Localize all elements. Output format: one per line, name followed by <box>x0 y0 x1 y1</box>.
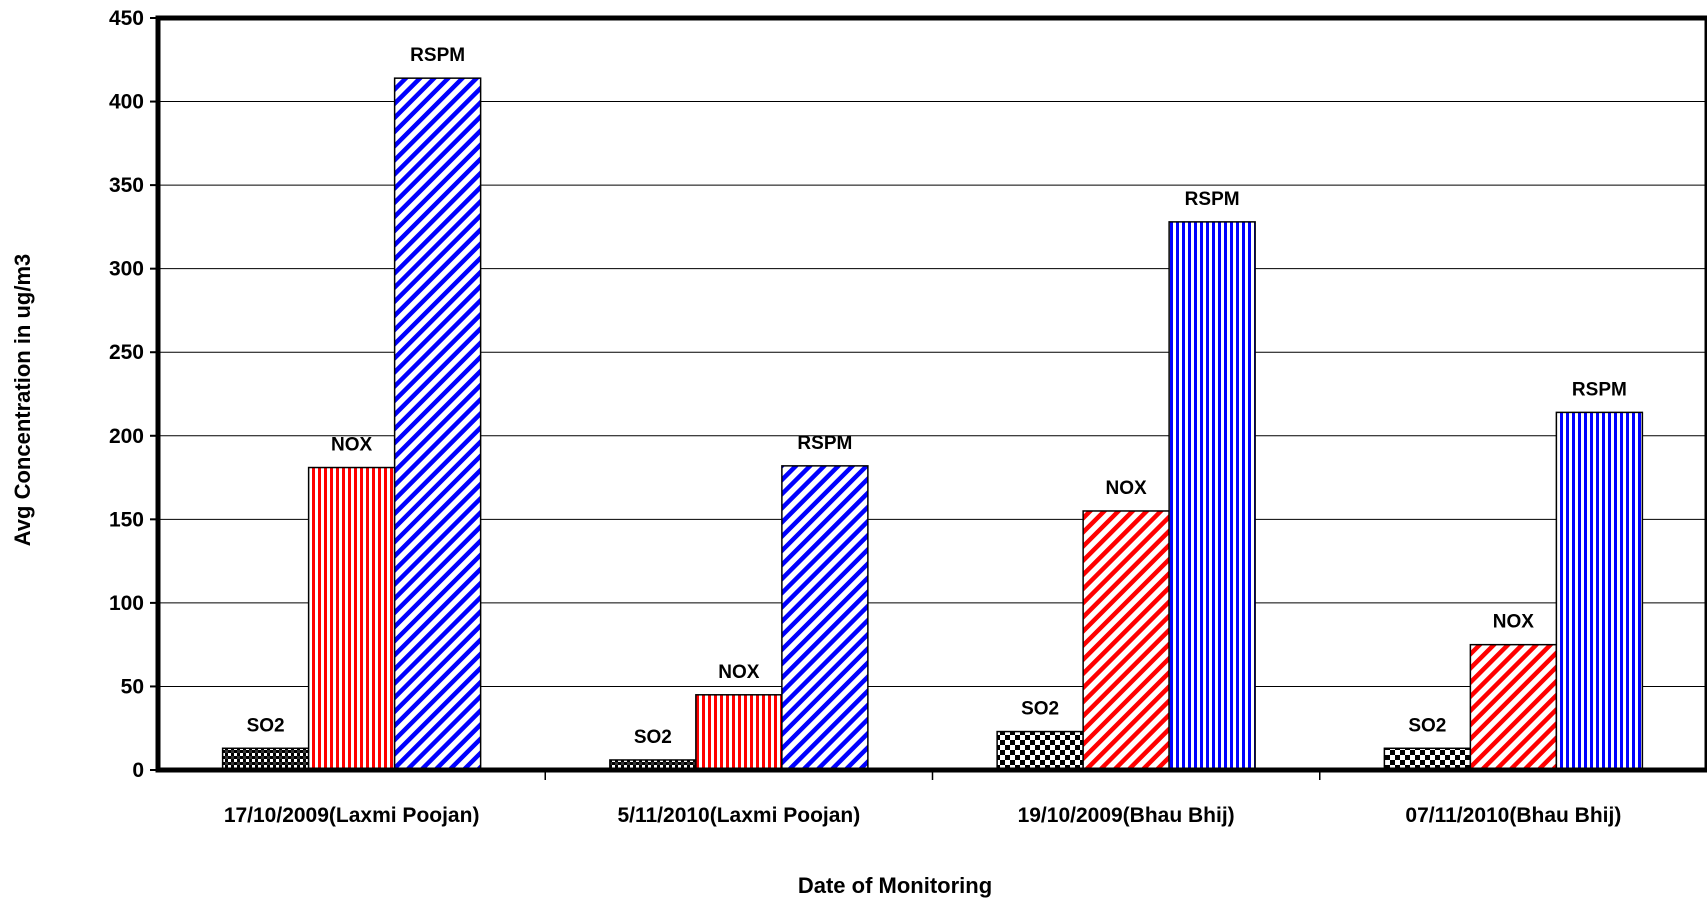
x-axis-categories: 17/10/2009(Laxmi Poojan) 5/11/2010(Laxmi … <box>224 770 1621 827</box>
y-tick-label: 0 <box>132 759 144 782</box>
bar-so2-4 <box>1383 747 1472 771</box>
y-axis-ticks: 0 50 100 150 200 250 300 350 400 450 <box>109 7 158 782</box>
bar-label-nox: NOX <box>718 662 760 683</box>
bar-label-rspm: RSPM <box>1185 189 1240 210</box>
y-tick-label: 300 <box>109 258 144 281</box>
bar-label-nox: NOX <box>1493 612 1535 633</box>
x-category-label: 17/10/2009(Laxmi Poojan) <box>224 804 480 827</box>
y-tick-label: 350 <box>109 174 144 197</box>
y-tick-label: 250 <box>109 341 144 364</box>
x-category-label: 07/11/2010(Bhau Bhij) <box>1405 804 1621 827</box>
y-tick-label: 450 <box>109 7 144 30</box>
bar-rspm-3 <box>1168 221 1256 771</box>
bar-nox-2 <box>695 694 783 771</box>
x-axis-title: Date of Monitoring <box>798 873 992 898</box>
bar-label-nox: NOX <box>1106 478 1148 499</box>
y-tick-label: 100 <box>109 592 144 615</box>
bar-nox-4 <box>1469 643 1558 771</box>
y-tick-label: 150 <box>109 508 144 531</box>
bar-label-rspm: RSPM <box>410 45 465 66</box>
bar-nox-3 <box>1082 510 1170 771</box>
bar-label-so2: SO2 <box>247 715 285 736</box>
bars <box>221 77 1644 771</box>
y-axis-title: Avg Concentration in ug/m3 <box>10 254 35 547</box>
bar-rspm-4 <box>1555 411 1644 771</box>
y-tick-label: 50 <box>121 675 144 698</box>
bar-so2-3 <box>996 730 1084 771</box>
x-category-label: 19/10/2009(Bhau Bhij) <box>1018 804 1235 827</box>
bar-label-rspm: RSPM <box>797 433 852 454</box>
bar-label-rspm: RSPM <box>1572 379 1627 400</box>
bar-label-so2: SO2 <box>1408 715 1446 736</box>
bar-labels: SO2 NOX RSPM SO2 NOX RSPM SO2 NOX RSPM SO2 NOX RSPM <box>247 45 1627 748</box>
bar-nox-1 <box>307 466 396 771</box>
plot-frame <box>155 15 1707 773</box>
bar-rspm-1 <box>393 77 482 771</box>
bar-so2-1 <box>221 747 310 771</box>
bar-label-nox: NOX <box>331 435 373 456</box>
bar-label-so2: SO2 <box>634 727 672 748</box>
bar-label-so2: SO2 <box>1021 699 1059 720</box>
y-tick-label: 400 <box>109 91 144 114</box>
y-tick-label: 200 <box>109 425 144 448</box>
bar-rspm-2 <box>781 465 869 771</box>
x-category-label: 5/11/2010(Laxmi Poojan) <box>617 804 860 827</box>
